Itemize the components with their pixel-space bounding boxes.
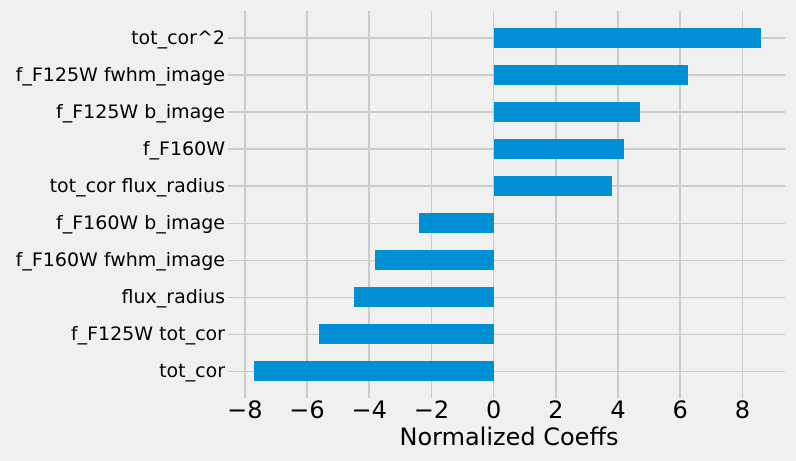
x-gridline [617,11,619,398]
x-gridline [492,11,495,398]
x-tick-label: 2 [548,396,564,424]
y-gridline [228,370,785,373]
x-gridline [430,11,433,398]
y-tick-label: f_F125W b_image [56,101,225,124]
y-tick-label: tot_cor flux_radius [49,175,225,198]
bar-tot-cor-2 [493,28,762,48]
x-tick-label: −4 [351,396,387,424]
x-gridline [368,11,370,398]
x-tick-label: −6 [289,396,325,424]
y-gridline [228,222,785,224]
y-tick-label: f_F125W tot_cor [70,323,225,346]
y-tick-label: tot_cor [159,360,225,383]
bar-f-f125w-fwhm-image [493,65,688,86]
x-tick-label: −2 [413,396,450,424]
x-tick-label: 4 [610,396,626,424]
y-tick-label: f_F160W b_image [56,212,225,235]
bar-f-f160w-b-image [418,213,494,234]
x-axis-title: Normalized Coeffs [399,423,619,451]
y-gridline [228,296,785,299]
y-tick-label: f_F125W fwhm_image [15,64,225,87]
x-gridline [244,11,246,398]
y-tick-label: f_F160W [142,138,225,161]
bar-f-f125w-tot-cor [319,324,494,345]
bar-f-f160w-fwhm-image [375,250,494,271]
y-gridline [228,259,785,262]
bar-f-f160w [493,139,625,160]
y-tick-label: f_F160W fwhm_image [15,249,225,272]
bar-tot-cor-flux-radius [493,176,612,197]
bar-flux-radius [353,287,494,308]
y-tick-label: flux_radius [121,286,226,309]
x-tick-label: 0 [485,396,502,424]
x-gridline [679,11,681,398]
x-gridline [555,11,557,398]
y-axis-labels: tot_cor^2 f_F125W fwhm_image f_F125W b_ima… [0,11,225,393]
y-tick-label: tot_cor^2 [131,27,225,49]
x-tick-label: 8 [734,396,751,424]
x-tick-label: 6 [672,396,688,424]
plot-area [228,11,785,398]
bar-f-f125w-b-image [493,102,640,123]
x-gridline [306,11,308,398]
x-tick-label: −8 [227,396,263,424]
y-gridline [228,333,785,336]
x-gridline [741,11,744,398]
bar-tot-cor [254,361,494,382]
